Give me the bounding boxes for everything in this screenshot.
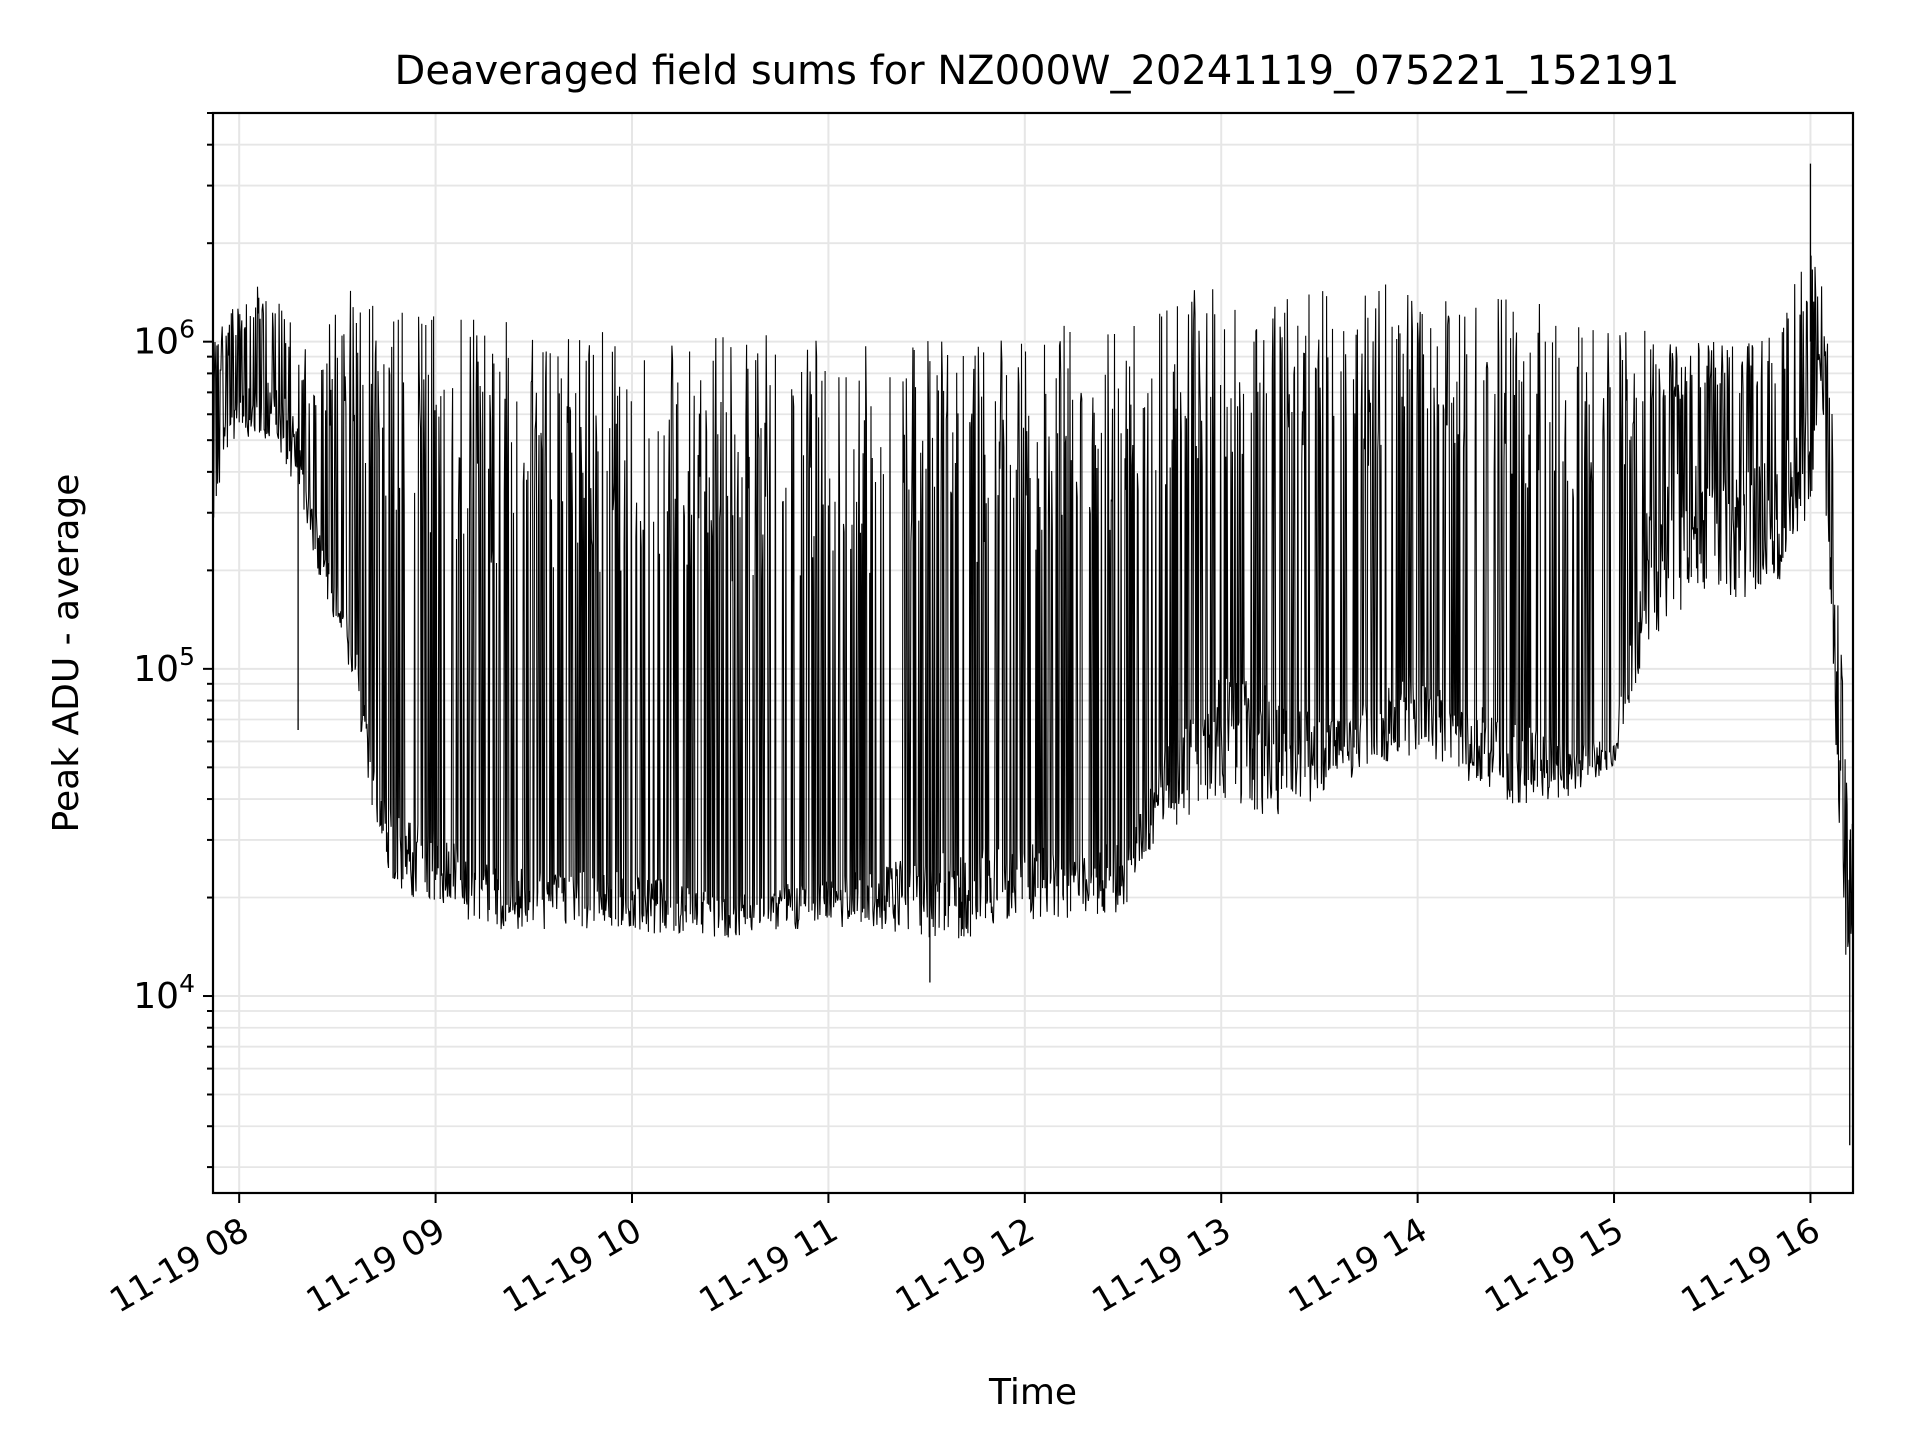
x-tick-label: 11-19 13 (1085, 1210, 1237, 1321)
series-line (212, 255, 1854, 955)
x-tick-label: 11-19 08 (103, 1210, 255, 1321)
x-tick-label: 11-19 14 (1282, 1210, 1434, 1321)
y-tick-label: 105 (133, 642, 195, 690)
plot-frame (211, 111, 1855, 1195)
chart-title: Deaveraged field sums for NZ000W_2024111… (395, 48, 1680, 94)
y-axis-label: Peak ADU - average (46, 474, 87, 833)
x-tick-label: 11-19 09 (300, 1210, 452, 1321)
y-tick-label: 104 (133, 969, 195, 1017)
x-tick-label: 11-19 12 (889, 1210, 1041, 1321)
x-axis: 11-19 08 11-19 09 11-19 10 11-19 11 11-19 12… (103, 1193, 1827, 1321)
data-series (212, 163, 1854, 1146)
x-tick-label: 11-19 15 (1478, 1210, 1630, 1321)
y-axis: 104 105 106 (133, 112, 213, 1169)
x-tick-label: 11-19 11 (693, 1210, 845, 1321)
y-tick-label: 106 (133, 315, 195, 363)
x-tick-label: 11-19 16 (1675, 1210, 1827, 1321)
x-tick-label: 11-19 10 (496, 1210, 648, 1321)
x-axis-label: Time (988, 1372, 1077, 1413)
